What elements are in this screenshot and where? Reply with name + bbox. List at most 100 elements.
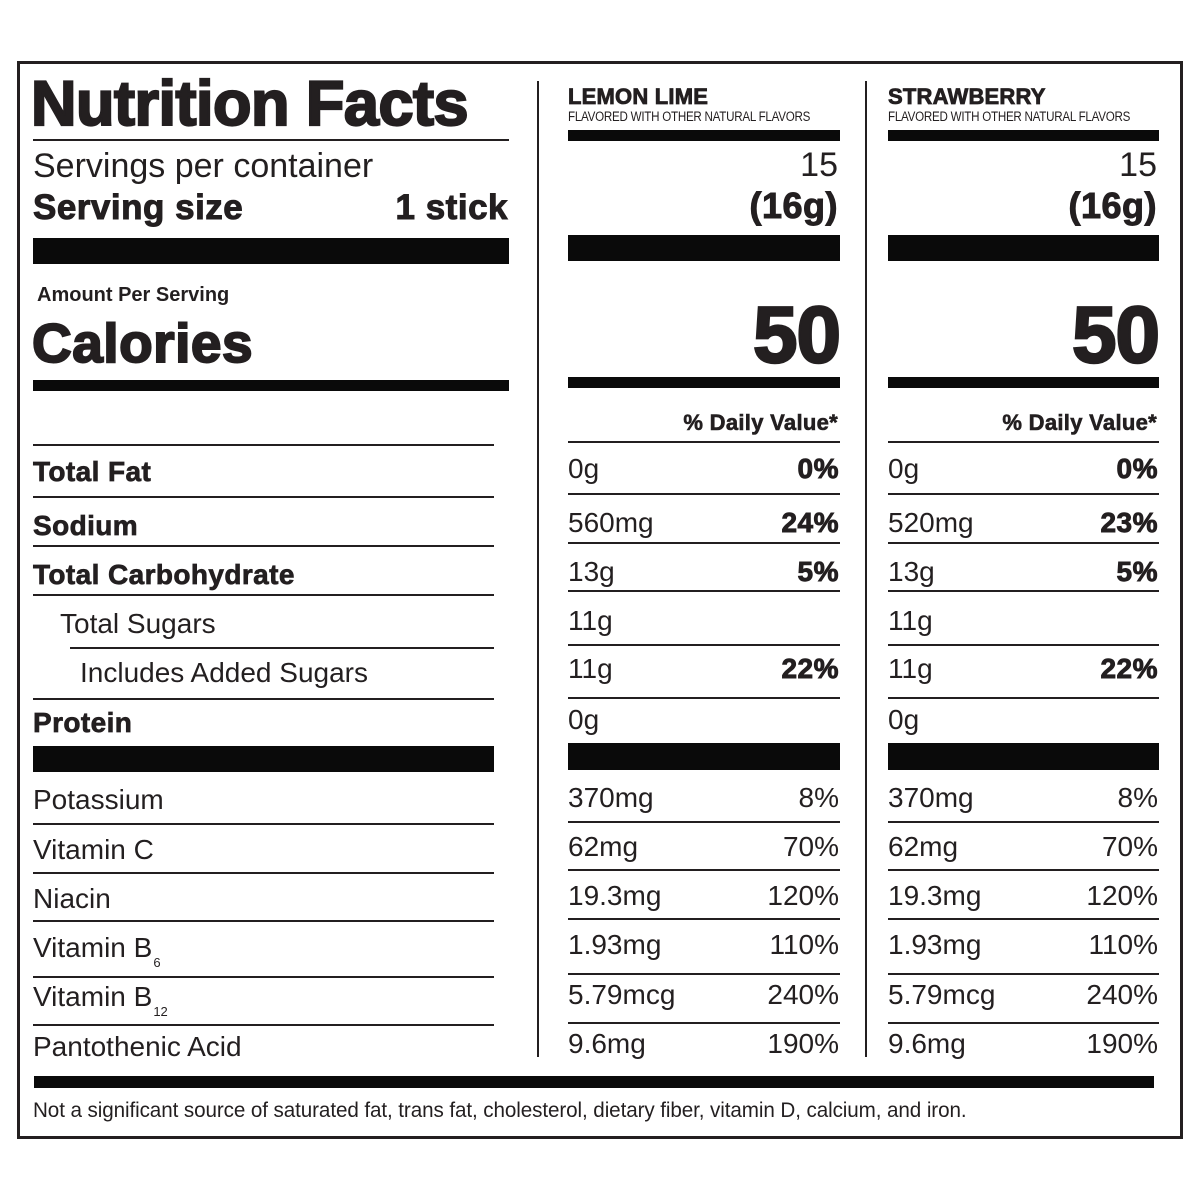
flavor-column-strawberry: STRAWBERRY FLAVORED WITH OTHER NATURAL F… <box>888 84 1160 125</box>
daily-value-pct: 8% <box>798 782 839 813</box>
daily-value-pct: 22% <box>1100 653 1158 685</box>
row-total-fat: 0g 0% <box>888 452 1158 486</box>
daily-value-pct: 240% <box>767 979 839 1010</box>
column-divider <box>537 81 539 1057</box>
row-rule <box>888 542 1159 544</box>
row-rule <box>888 493 1159 495</box>
daily-value-pct: 190% <box>767 1028 839 1059</box>
column-divider <box>865 81 867 1057</box>
nutrient-vitamin-b6-name: Vitamin B <box>33 932 153 963</box>
row-rule <box>568 441 840 443</box>
flavor-subtitle: FLAVORED WITH OTHER NATURAL FLAVORS <box>568 109 811 124</box>
row-vitamin-b12: 5.79mcg 240% <box>888 978 1158 1012</box>
row-rule <box>568 644 840 646</box>
row-rule <box>33 920 494 922</box>
serving-thick-bar <box>888 235 1159 261</box>
serving-size-grams: (16g) <box>1068 185 1157 226</box>
row-protein: 0g <box>568 703 839 737</box>
daily-value-pct: 110% <box>1088 929 1158 960</box>
amount: 13g <box>568 556 615 587</box>
flavor-name: STRAWBERRY <box>888 84 1046 109</box>
row-potassium: 370mg 8% <box>568 781 839 815</box>
flavor-subtitle: FLAVORED WITH OTHER NATURAL FLAVORS <box>888 109 1131 124</box>
daily-value-pct: 0% <box>1116 453 1158 485</box>
servings-per-container-value: 15 <box>800 146 838 184</box>
row-vitamin-c: 62mg 70% <box>568 830 839 864</box>
flavor-column-lemon-lime: LEMON LIME FLAVORED WITH OTHER NATURAL F… <box>568 84 840 125</box>
serving-size-label: Serving size <box>32 188 244 228</box>
amount: 560mg <box>568 507 654 538</box>
protein-thick-bar <box>888 743 1159 770</box>
amount: 0g <box>888 453 920 484</box>
row-rule <box>888 644 1159 646</box>
daily-value-pct: 110% <box>769 929 839 960</box>
nutrient-protein: Protein <box>33 707 133 739</box>
row-vitamin-b6: 1.93mg 110% <box>888 928 1158 962</box>
serving-thick-bar <box>33 238 509 264</box>
daily-value-pct: 22% <box>781 653 839 685</box>
serving-size-value: 1 stick <box>395 188 508 228</box>
daily-value-pct: 0% <box>797 453 839 485</box>
row-rule <box>33 1024 494 1026</box>
row-vitamin-b6: 1.93mg 110% <box>568 928 839 962</box>
nutrient-potassium: Potassium <box>33 784 164 815</box>
calories-value: 50 <box>752 290 842 379</box>
row-rule <box>568 918 840 920</box>
amount-per-serving-label: Amount Per Serving <box>37 284 230 306</box>
row-rule <box>33 594 494 596</box>
subscript: 6 <box>153 955 161 970</box>
amount: 11g <box>568 605 613 636</box>
footnote: Not a significant source of saturated fa… <box>33 1098 967 1122</box>
row-rule <box>568 869 840 871</box>
amount: 19.3mg <box>888 880 982 911</box>
nutrient-sodium: Sodium <box>33 510 139 542</box>
row-rule <box>568 493 840 495</box>
row-rule <box>888 441 1159 443</box>
row-potassium: 370mg 8% <box>888 781 1158 815</box>
nutrient-pantothenic-acid: Pantothenic Acid <box>33 1031 242 1062</box>
daily-value-pct: 24% <box>781 507 839 539</box>
flavor-bar <box>568 130 840 141</box>
servings-per-container-label: Servings per container <box>33 147 374 185</box>
protein-thick-bar <box>568 743 840 770</box>
row-sodium: 520mg 23% <box>888 506 1158 540</box>
row-protein: 0g <box>888 703 1158 737</box>
serving-thick-bar <box>568 235 840 261</box>
calories-bar <box>33 380 509 391</box>
label-title: Nutrition Facts <box>30 68 470 140</box>
nutrient-niacin: Niacin <box>33 883 111 914</box>
flavor-name: LEMON LIME <box>568 84 709 109</box>
row-rule <box>568 821 840 823</box>
nutrient-added-sugars: Includes Added Sugars <box>80 657 368 688</box>
nutrient-vitamin-b12: Vitamin B12 <box>33 980 168 1029</box>
amount: 9.6mg <box>568 1028 646 1059</box>
amount: 11g <box>888 653 933 684</box>
row-rule <box>888 821 1159 823</box>
row-niacin: 19.3mg 120% <box>568 879 839 913</box>
row-rule <box>33 444 494 446</box>
row-rule <box>568 542 840 544</box>
amount: 5.79mcg <box>888 979 996 1010</box>
row-rule <box>33 976 494 978</box>
row-rule <box>568 973 840 975</box>
row-niacin: 19.3mg 120% <box>888 879 1158 913</box>
row-rule <box>888 918 1159 920</box>
row-total-fat: 0g 0% <box>568 452 839 486</box>
row-pantothenic-acid: 9.6mg 190% <box>568 1027 839 1061</box>
row-vitamin-c: 62mg 70% <box>888 830 1158 864</box>
row-rule <box>568 697 840 699</box>
amount: 0g <box>888 704 920 735</box>
daily-value-pct: 240% <box>1086 979 1158 1010</box>
row-rule <box>888 1022 1159 1024</box>
amount: 0g <box>568 453 600 484</box>
nutrient-total-fat: Total Fat <box>33 456 152 488</box>
row-rule <box>568 1022 840 1024</box>
row-rule <box>70 647 494 649</box>
daily-value-header: % Daily Value* <box>1002 410 1157 436</box>
amount: 9.6mg <box>888 1028 966 1059</box>
daily-value-pct: 8% <box>1117 782 1158 813</box>
row-rule <box>33 698 494 700</box>
row-rule <box>33 872 494 874</box>
row-added-sugars: 11g 22% <box>888 652 1158 686</box>
nutrient-total-carbohydrate: Total Carbohydrate <box>33 559 295 591</box>
